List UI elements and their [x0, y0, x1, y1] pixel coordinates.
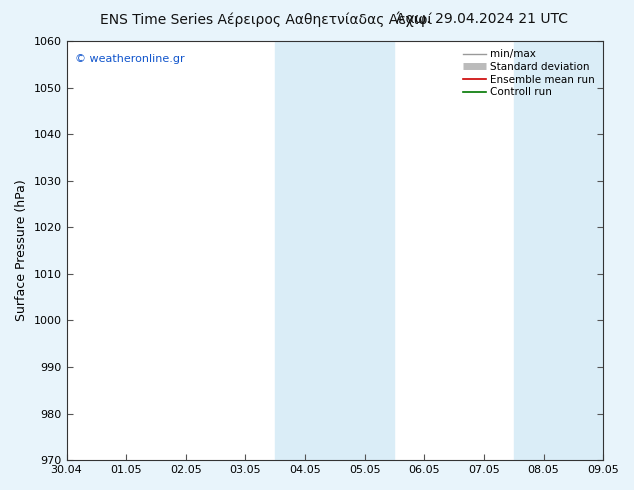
Legend: min/max, Standard deviation, Ensemble mean run, Controll run: min/max, Standard deviation, Ensemble me… — [460, 46, 598, 100]
Bar — [275, 41, 394, 460]
Text: © weatheronline.gr: © weatheronline.gr — [75, 53, 184, 64]
Bar — [514, 41, 603, 460]
Text: Άαω. 29.04.2024 21 UTC: Άαω. 29.04.2024 21 UTC — [396, 12, 568, 26]
Y-axis label: Surface Pressure (hPa): Surface Pressure (hPa) — [15, 180, 28, 321]
Text: ENS Time Series Αέρειρος Ααθηετνίαδας Αεχιφί: ENS Time Series Αέρειρος Ααθηετνίαδας Αε… — [100, 12, 432, 27]
